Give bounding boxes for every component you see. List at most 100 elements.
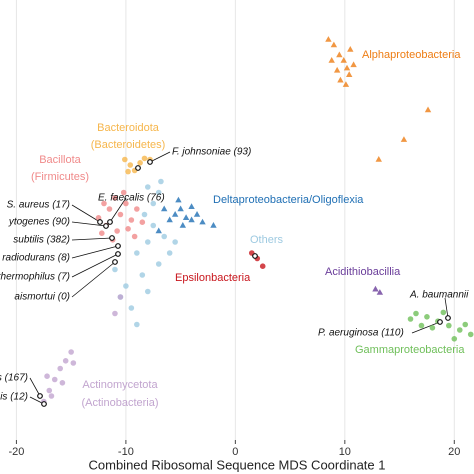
annotation: F. johnsoniae (93) (172, 147, 251, 158)
point (333, 66, 341, 73)
point (182, 214, 190, 220)
annotation: S. aureus (17) (7, 200, 70, 211)
point (117, 211, 124, 218)
annotation: is (12) (0, 392, 28, 403)
point (59, 380, 66, 386)
x-axis-title: Combined Ribosomal Sequence MDS Coordina… (89, 457, 386, 472)
point (155, 189, 162, 196)
highlight-point (147, 159, 153, 165)
point (57, 365, 64, 372)
point (123, 283, 129, 289)
point (413, 310, 419, 317)
leader-line (444, 297, 449, 319)
highlight-point (112, 259, 118, 265)
annotation: E. faecalis (76) (98, 193, 165, 204)
point (139, 272, 146, 278)
point (330, 41, 338, 48)
point (139, 219, 146, 225)
point (112, 266, 118, 273)
annotation: subtilis (382) (13, 235, 70, 246)
group-label: Acidithiobacillia (325, 266, 401, 278)
point (372, 285, 379, 292)
point (172, 239, 178, 245)
point (150, 222, 157, 229)
point (144, 288, 151, 295)
leader-line (71, 204, 101, 223)
point (259, 263, 266, 270)
highlight-point (445, 315, 451, 321)
point (144, 239, 151, 245)
highlight-point (37, 393, 43, 399)
point (375, 156, 382, 162)
point (99, 230, 105, 236)
point (117, 294, 124, 300)
point (158, 178, 164, 185)
highlight-point (41, 401, 47, 407)
highlight-point (107, 219, 113, 225)
highlight-point (115, 251, 121, 257)
leader-line (29, 377, 41, 397)
point (462, 321, 469, 328)
point (467, 331, 474, 338)
group-subtitle: (Actinobacteria) (81, 397, 158, 409)
point (340, 57, 347, 63)
point (125, 168, 131, 175)
group-label: Actinomycetota (82, 379, 158, 391)
point (141, 211, 148, 218)
point (446, 322, 452, 329)
point (418, 322, 425, 329)
point (114, 228, 120, 234)
point (161, 205, 168, 212)
point (175, 196, 182, 203)
leader-line (71, 237, 113, 241)
point (137, 160, 143, 166)
point (141, 155, 148, 162)
point (128, 217, 135, 223)
group-label: Gammaproteobacteria (355, 344, 465, 356)
point (112, 195, 118, 201)
point (101, 200, 107, 207)
point (131, 233, 138, 240)
highlight-point (115, 243, 121, 249)
point (120, 189, 127, 196)
highlight-point (103, 223, 109, 229)
point (150, 200, 157, 207)
x-tick-label: 0 (232, 446, 238, 458)
point (451, 336, 458, 342)
point (429, 325, 436, 331)
point (166, 216, 173, 223)
leader-line (411, 321, 441, 334)
group-label: Deltaproteobacteria/Oligoflexia (213, 194, 364, 206)
point (123, 200, 129, 207)
highlight-point (97, 219, 103, 225)
annotation: aismortui (0) (14, 292, 70, 303)
x-tick-label: 20 (448, 446, 460, 458)
x-tick-label: 10 (339, 446, 351, 458)
point (62, 358, 69, 364)
leader-line (149, 151, 171, 163)
group-label: Bacteroidota (97, 122, 160, 134)
point (346, 71, 353, 77)
point (456, 327, 463, 333)
point (125, 226, 131, 232)
point (70, 360, 77, 366)
point (342, 81, 350, 87)
point (325, 36, 332, 42)
leader-line (71, 261, 116, 298)
highlight-point (437, 319, 443, 325)
highlight-point (252, 253, 258, 259)
highlight-point (135, 165, 141, 171)
point (127, 162, 134, 168)
highlight-point (109, 235, 115, 241)
leader-line (71, 245, 119, 259)
leader-line (71, 221, 107, 227)
point (144, 184, 151, 190)
point (199, 218, 206, 225)
point (134, 250, 140, 256)
point (44, 373, 50, 380)
point (134, 206, 140, 212)
point (155, 261, 162, 267)
point (121, 156, 128, 163)
point (193, 211, 201, 217)
annotation: ytogenes (90) (8, 217, 70, 228)
